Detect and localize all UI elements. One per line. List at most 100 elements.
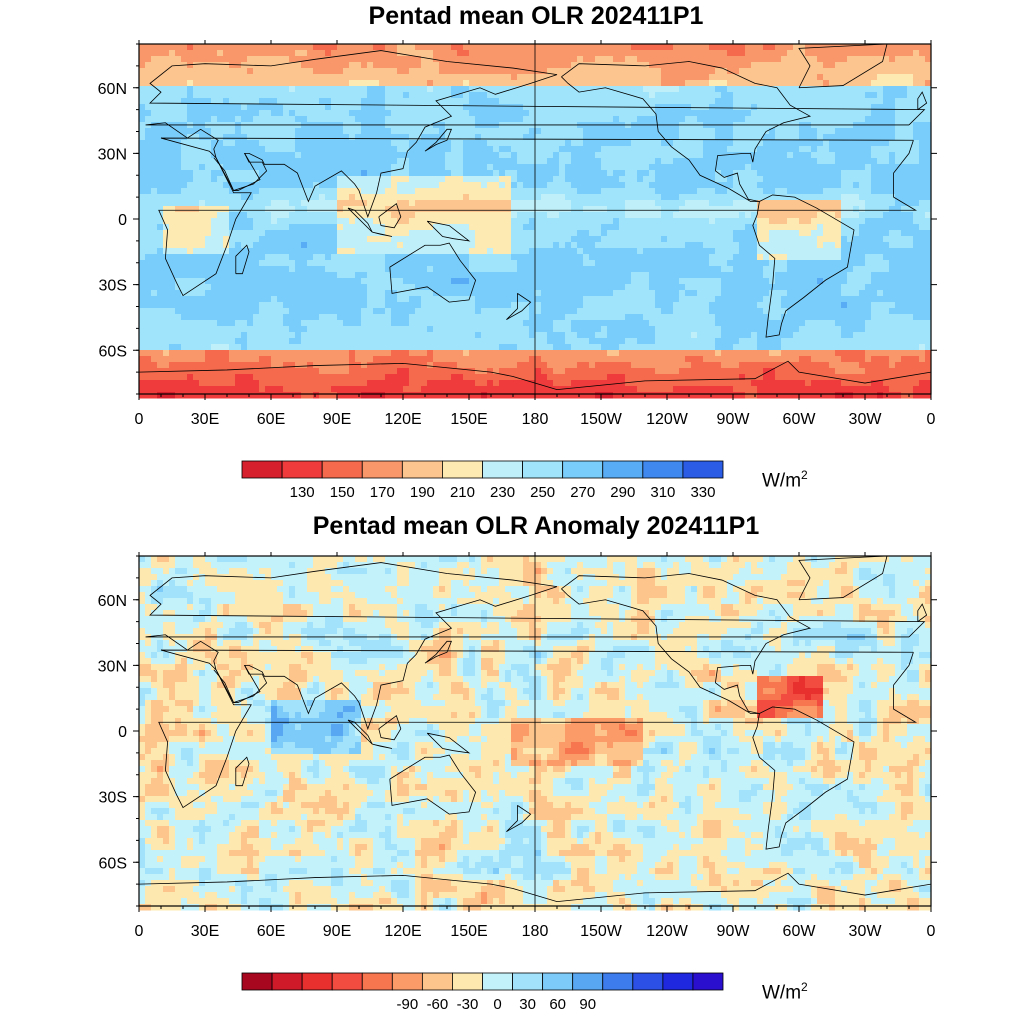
field-cell (481, 56, 488, 63)
field-cell (661, 254, 668, 261)
field-cell (271, 182, 278, 189)
field-cell (385, 116, 392, 123)
field-cell (637, 158, 644, 165)
field-cell (451, 98, 458, 105)
field-cell (733, 56, 740, 63)
field-cell (253, 260, 260, 267)
field-cell (889, 254, 896, 261)
field-cell (919, 182, 926, 189)
field-cell (421, 206, 428, 213)
field-cell (769, 212, 776, 219)
field-cell (547, 104, 554, 111)
field-cell (799, 248, 806, 255)
field-cell (463, 182, 470, 189)
field-cell (313, 266, 320, 273)
field-cell (703, 134, 710, 141)
field-cell (811, 266, 818, 273)
field-cell (871, 86, 878, 93)
field-cell (565, 260, 572, 267)
field-cell (793, 260, 800, 267)
field-cell (859, 254, 866, 261)
field-cell (679, 128, 686, 135)
field-cell (661, 56, 668, 63)
field-cell (841, 182, 848, 189)
field-cell (649, 170, 656, 177)
field-cell (823, 116, 830, 123)
field-cell (265, 44, 272, 51)
field-cell (463, 98, 470, 105)
field-cell (223, 242, 230, 249)
field-cell (643, 242, 650, 249)
field-cell (895, 200, 902, 207)
field-cell (655, 62, 662, 69)
field-cell (565, 152, 572, 159)
field-cell (745, 62, 752, 69)
field-cell (757, 56, 764, 63)
field-cell (919, 194, 926, 201)
field-cell (229, 260, 236, 267)
field-cell (745, 146, 752, 153)
field-cell (493, 230, 500, 237)
field-cell (367, 218, 374, 225)
field-cell (427, 140, 434, 147)
field-cell (163, 104, 170, 111)
field-cell (703, 158, 710, 165)
field-cell (667, 224, 674, 231)
field-cell (559, 62, 566, 69)
field-cell (577, 158, 584, 165)
field-cell (397, 266, 404, 273)
field-cell (391, 170, 398, 177)
field-cell (835, 110, 842, 117)
field-cell (313, 188, 320, 195)
field-cell (607, 248, 614, 255)
field-cell (547, 194, 554, 201)
field-cell (595, 212, 602, 219)
field-cell (421, 98, 428, 105)
field-cell (559, 92, 566, 99)
field-cell (613, 236, 620, 243)
field-cell (379, 110, 386, 117)
field-cell (373, 86, 380, 93)
field-cell (151, 146, 158, 153)
field-cell (703, 86, 710, 93)
field-cell (811, 62, 818, 69)
field-cell (469, 266, 476, 273)
field-cell (613, 56, 620, 63)
field-cell (523, 188, 530, 195)
field-cell (715, 182, 722, 189)
field-cell (535, 92, 542, 99)
field-cell (799, 62, 806, 69)
field-cell (145, 152, 152, 159)
field-cell (697, 44, 704, 51)
field-cell (307, 260, 314, 267)
field-cell (733, 230, 740, 237)
field-cell (721, 146, 728, 153)
field-cell (331, 74, 338, 81)
field-cell (913, 104, 920, 111)
field-cell (367, 266, 374, 273)
field-cell (883, 158, 890, 165)
field-cell (631, 140, 638, 147)
field-cell (787, 236, 794, 243)
field-cell (157, 86, 164, 93)
field-cell (835, 260, 842, 267)
field-cell (847, 68, 854, 75)
field-cell (793, 170, 800, 177)
field-cell (751, 230, 758, 237)
field-cell (283, 236, 290, 243)
field-cell (769, 194, 776, 201)
field-cell (265, 212, 272, 219)
field-cell (199, 206, 206, 213)
field-cell (151, 80, 158, 87)
field-cell (673, 134, 680, 141)
field-cell (181, 236, 188, 243)
field-cell (661, 98, 668, 105)
field-cell (613, 74, 620, 81)
field-cell (553, 86, 560, 93)
field-cell (493, 170, 500, 177)
field-cell (763, 218, 770, 225)
field-cell (889, 236, 896, 243)
field-cell (547, 218, 554, 225)
field-cell (145, 80, 152, 87)
field-cell (283, 104, 290, 111)
